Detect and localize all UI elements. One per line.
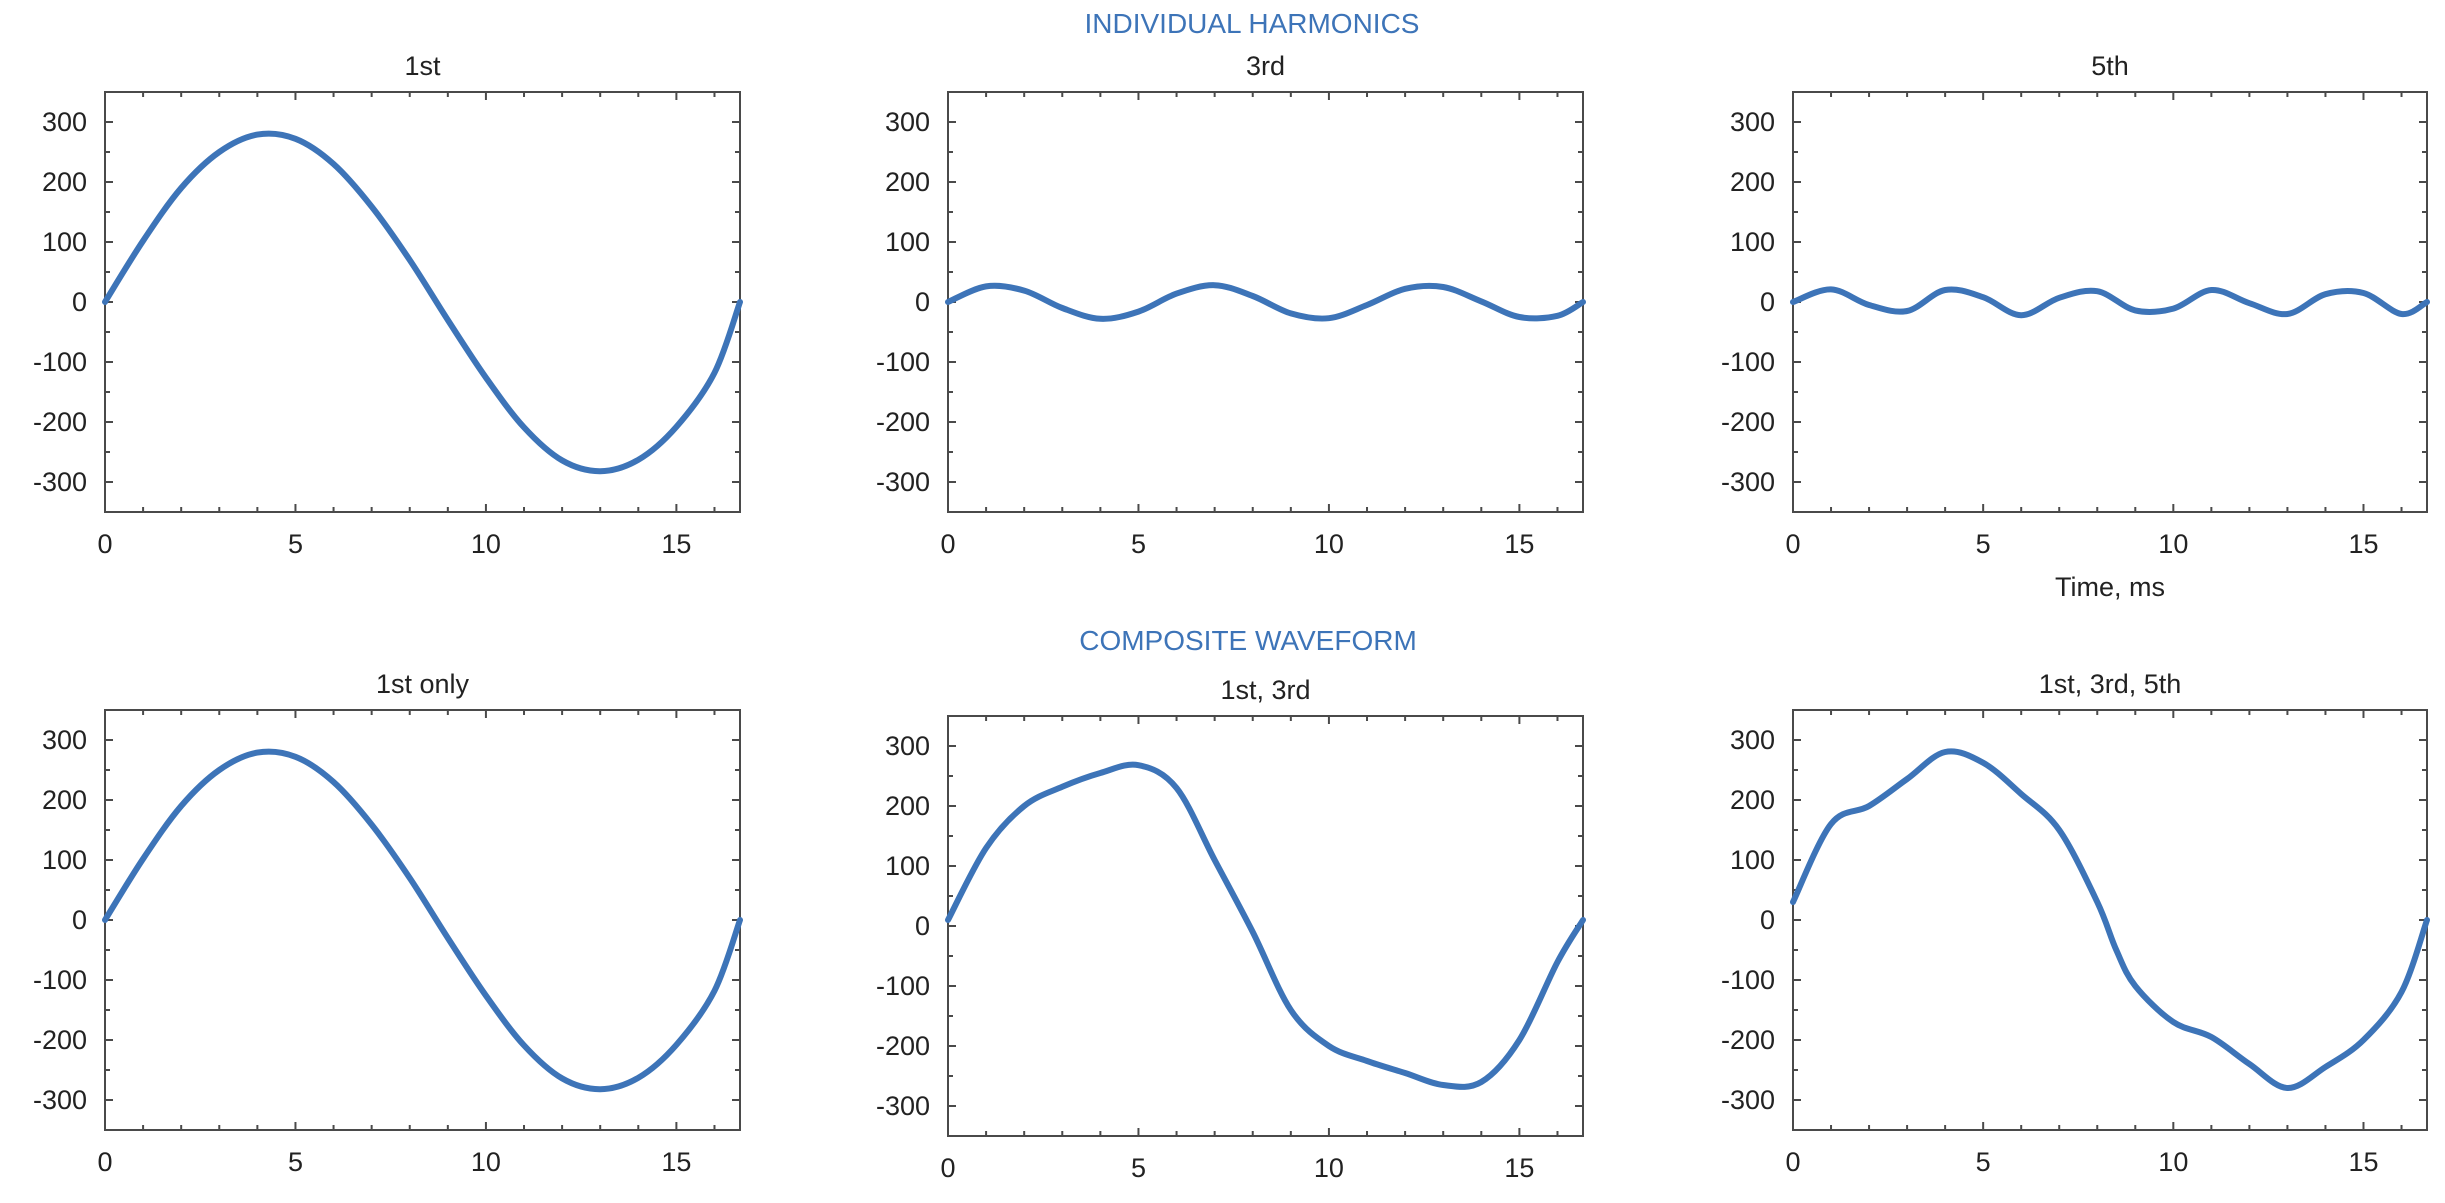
y-tick-label: 0 [1760,287,1775,317]
x-tick-label: 10 [1314,529,1344,559]
waveform-line [1790,748,2430,1091]
x-tick-label: 15 [1504,1153,1534,1183]
x-tick-label: 5 [1131,1153,1146,1183]
y-tick-label: -200 [33,407,87,437]
y-tick-label: 0 [72,287,87,317]
y-tick-label: -200 [33,1025,87,1055]
y-tick-label: -300 [876,1091,930,1121]
y-tick-label: 300 [885,107,930,137]
y-tick-label: -300 [1721,467,1775,497]
plot-title: 5th [2091,51,2129,81]
x-axis-label: Time, ms [2055,572,2165,602]
y-tick-label: -200 [1721,1025,1775,1055]
y-tick-label: -300 [33,467,87,497]
x-tick-label: 15 [2348,1147,2378,1177]
y-tick-label: 0 [1760,905,1775,935]
x-tick-label: 5 [1976,1147,1991,1177]
x-tick-label: 5 [288,529,303,559]
y-tick-label: -100 [1721,347,1775,377]
x-tick-label: 5 [1131,529,1146,559]
y-tick-label: -300 [1721,1085,1775,1115]
y-tick-label: 100 [1730,227,1775,257]
subplot-1st-3rd: 1st, 3rd 300 200 100 0 -100 -200 -300 0 5 10 15 [876,675,1586,1183]
x-tick-label: 5 [288,1147,303,1177]
y-tick-label: -100 [1721,965,1775,995]
subplot-5th: 5th 300 200 100 0 -100 -200 -300 0 5 10 15 Time, ms [1721,51,2430,602]
x-tick-label: 15 [661,529,691,559]
y-tick-label: 200 [42,785,87,815]
subplot-1st-3rd-5th: 1st, 3rd, 5th 300 200 100 0 -100 -200 -300 0 5 10 1… [1721,669,2430,1177]
y-tick-label: 100 [42,845,87,875]
y-tick-label: 300 [1730,725,1775,755]
y-tick-label: 300 [42,725,87,755]
waveform-line [102,130,743,475]
plot-frame [104,91,741,513]
y-tick-label: 0 [915,287,930,317]
plot-frame [104,709,741,1131]
x-tick-label: 10 [471,529,501,559]
y-tick-label: 0 [915,911,930,941]
y-tick-label: 200 [885,167,930,197]
plot-title: 1st [404,51,441,81]
y-tick-label: -300 [33,1085,87,1115]
y-tick-label: 100 [42,227,87,257]
plot-frame [1792,709,2428,1131]
y-tick-label: 200 [1730,785,1775,815]
x-tick-label: 10 [1314,1153,1344,1183]
y-tick-label: 200 [1730,167,1775,197]
y-tick-label: 0 [72,905,87,935]
subplot-3rd: 3rd 300 200 100 0 -100 -200 -300 0 5 10 15 [876,51,1586,559]
y-tick-label: -200 [1721,407,1775,437]
subplot-1st: 1st 300 200 100 0 -100 -200 -300 0 5 10 15 [33,51,743,559]
x-tick-label: 0 [97,1147,112,1177]
plot-title: 1st, 3rd, 5th [2039,669,2182,699]
y-tick-label: -200 [876,407,930,437]
plot-frame [947,715,1584,1137]
waveform-line [1790,286,2430,319]
y-tick-label: 100 [885,851,930,881]
x-tick-label: 10 [471,1147,501,1177]
subplot-1st-only: 1st only 300 200 100 0 -100 -200 -300 0 5 10 15 [33,669,743,1177]
y-tick-label: -200 [876,1031,930,1061]
y-tick-label: 200 [885,791,930,821]
y-tick-label: 100 [885,227,930,257]
y-tick-label: -100 [33,347,87,377]
y-tick-label: 300 [1730,107,1775,137]
plot-title: 1st only [376,669,470,699]
x-tick-label: 0 [940,1153,955,1183]
plot-title: 3rd [1246,51,1285,81]
y-tick-label: 200 [42,167,87,197]
x-tick-label: 0 [97,529,112,559]
x-tick-label: 5 [1976,529,1991,559]
y-tick-label: -100 [876,347,930,377]
x-tick-label: 0 [1785,1147,1800,1177]
y-tick-label: 100 [1730,845,1775,875]
individual-harmonics-title: INDIVIDUAL HARMONICS [1084,8,1419,39]
x-tick-label: 0 [940,529,955,559]
y-tick-label: -100 [33,965,87,995]
x-tick-label: 10 [2158,1147,2188,1177]
x-tick-label: 15 [2348,529,2378,559]
composite-waveform-title: COMPOSITE WAVEFORM [1079,625,1417,656]
x-tick-label: 15 [661,1147,691,1177]
x-tick-label: 10 [2158,529,2188,559]
y-tick-label: -300 [876,467,930,497]
plot-title: 1st, 3rd [1220,675,1310,705]
waveform-line [945,282,1586,322]
plot-frame [1792,91,2428,513]
x-tick-label: 0 [1785,529,1800,559]
y-tick-label: -100 [876,971,930,1001]
waveform-line [102,748,743,1093]
y-tick-label: 300 [42,107,87,137]
y-tick-label: 300 [885,731,930,761]
x-tick-label: 15 [1504,529,1534,559]
waveform-line [945,761,1586,1090]
